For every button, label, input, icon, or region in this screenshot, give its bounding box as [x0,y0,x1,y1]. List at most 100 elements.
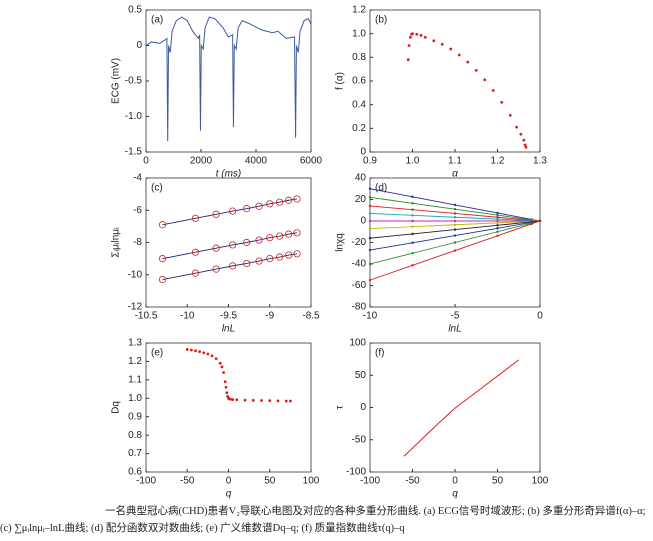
marker [266,255,274,263]
marker [411,208,414,211]
marker [191,214,200,222]
point [515,125,519,129]
marker [496,227,499,230]
plot-frame [145,342,312,473]
point [491,89,495,92]
y-tick-label: -4 [133,173,142,184]
x-axis-label: lnL [222,324,235,335]
x-tick-label: -9 [265,311,274,322]
marker [368,204,372,208]
marker [276,253,284,261]
point [218,361,222,365]
x-tick-label: 0 [143,156,149,167]
marker [368,278,372,282]
point [194,349,197,353]
marker [368,219,372,223]
x-tick-label: 2000 [190,156,213,167]
y-tick-label: -20 [352,237,367,248]
marker [285,230,293,238]
y-axis-label: f (α) [335,72,346,90]
y-axis-label: τ [335,405,346,409]
x-axis-label: α [452,169,458,180]
marker [368,212,372,215]
marker [496,230,499,233]
marker [411,195,414,199]
point [423,35,427,39]
point [223,380,227,384]
marker [411,264,414,267]
x-tick-label: 0 [452,476,458,487]
marker [496,213,499,217]
x-tick-label: 1.3 [533,156,547,167]
y-tick-label: -100 [346,467,366,478]
point [198,350,202,354]
marker [411,219,414,223]
line [162,253,298,281]
marker [411,232,414,236]
point [406,58,410,62]
x-tick-label: -100 [136,476,156,487]
marker [453,234,457,237]
marker [368,227,372,230]
point [251,398,255,402]
panel-label: (b) [375,15,387,26]
point [415,32,419,36]
marker [243,238,251,247]
y-tick-label: 0.8 [352,52,366,63]
marker [530,222,533,226]
marker [255,202,263,210]
marker [496,219,499,223]
point [457,53,461,57]
x-tick-label: -50 [180,476,195,487]
y-tick-label: -60 [352,280,367,291]
line [369,220,541,265]
y-tick-label: 100 [349,338,366,349]
marker [266,234,274,242]
y-tick-label: -10 [128,269,143,280]
x-tick-label: -9.5 [220,311,238,322]
marker [293,195,301,203]
marker [453,223,457,226]
y-tick-label: -80 [352,302,367,313]
marker [496,211,499,215]
y-tick-label: -12 [128,302,143,313]
x-tick-label: -100 [360,476,380,487]
marker [293,250,301,258]
marker [368,248,372,252]
marker [453,203,457,207]
marker [191,269,200,277]
point [519,132,523,136]
point [474,68,478,72]
y-tick-label: -1.5 [125,147,143,158]
y-tick-label: 0.5 [128,5,142,16]
point [224,385,228,389]
plot-frame [369,342,541,473]
caption-line: (c) ∑μᵢlnμᵢ–lnL曲线; (d) 配分函数双对数曲线; (e) 广义… [0,523,405,534]
marker [229,241,237,249]
x-tick-label: 4000 [245,156,268,167]
marker [368,262,372,266]
point [407,44,411,47]
y-tick-label: 0 [360,216,366,227]
point [268,399,272,403]
point [231,398,235,401]
marker [368,187,372,190]
panel-label: (d) [375,183,387,194]
point [440,42,444,46]
marker [411,214,414,217]
y-tick-label: 1.2 [128,356,142,367]
y-tick-label: 1.0 [352,28,366,39]
marker [411,202,414,205]
marker [158,255,167,263]
caption-line: 一名典型冠心病(CHD)患者V₂导联心电图及对应的各种多重分形曲线. (a) E… [105,506,646,517]
point [508,113,512,117]
point [206,352,210,356]
x-axis-label: q [226,489,232,500]
x-tick-label: 50 [264,476,276,487]
marker [453,219,457,223]
x-axis-label: lnL [448,324,461,335]
point [276,399,280,403]
point [228,397,232,401]
point [466,60,470,64]
